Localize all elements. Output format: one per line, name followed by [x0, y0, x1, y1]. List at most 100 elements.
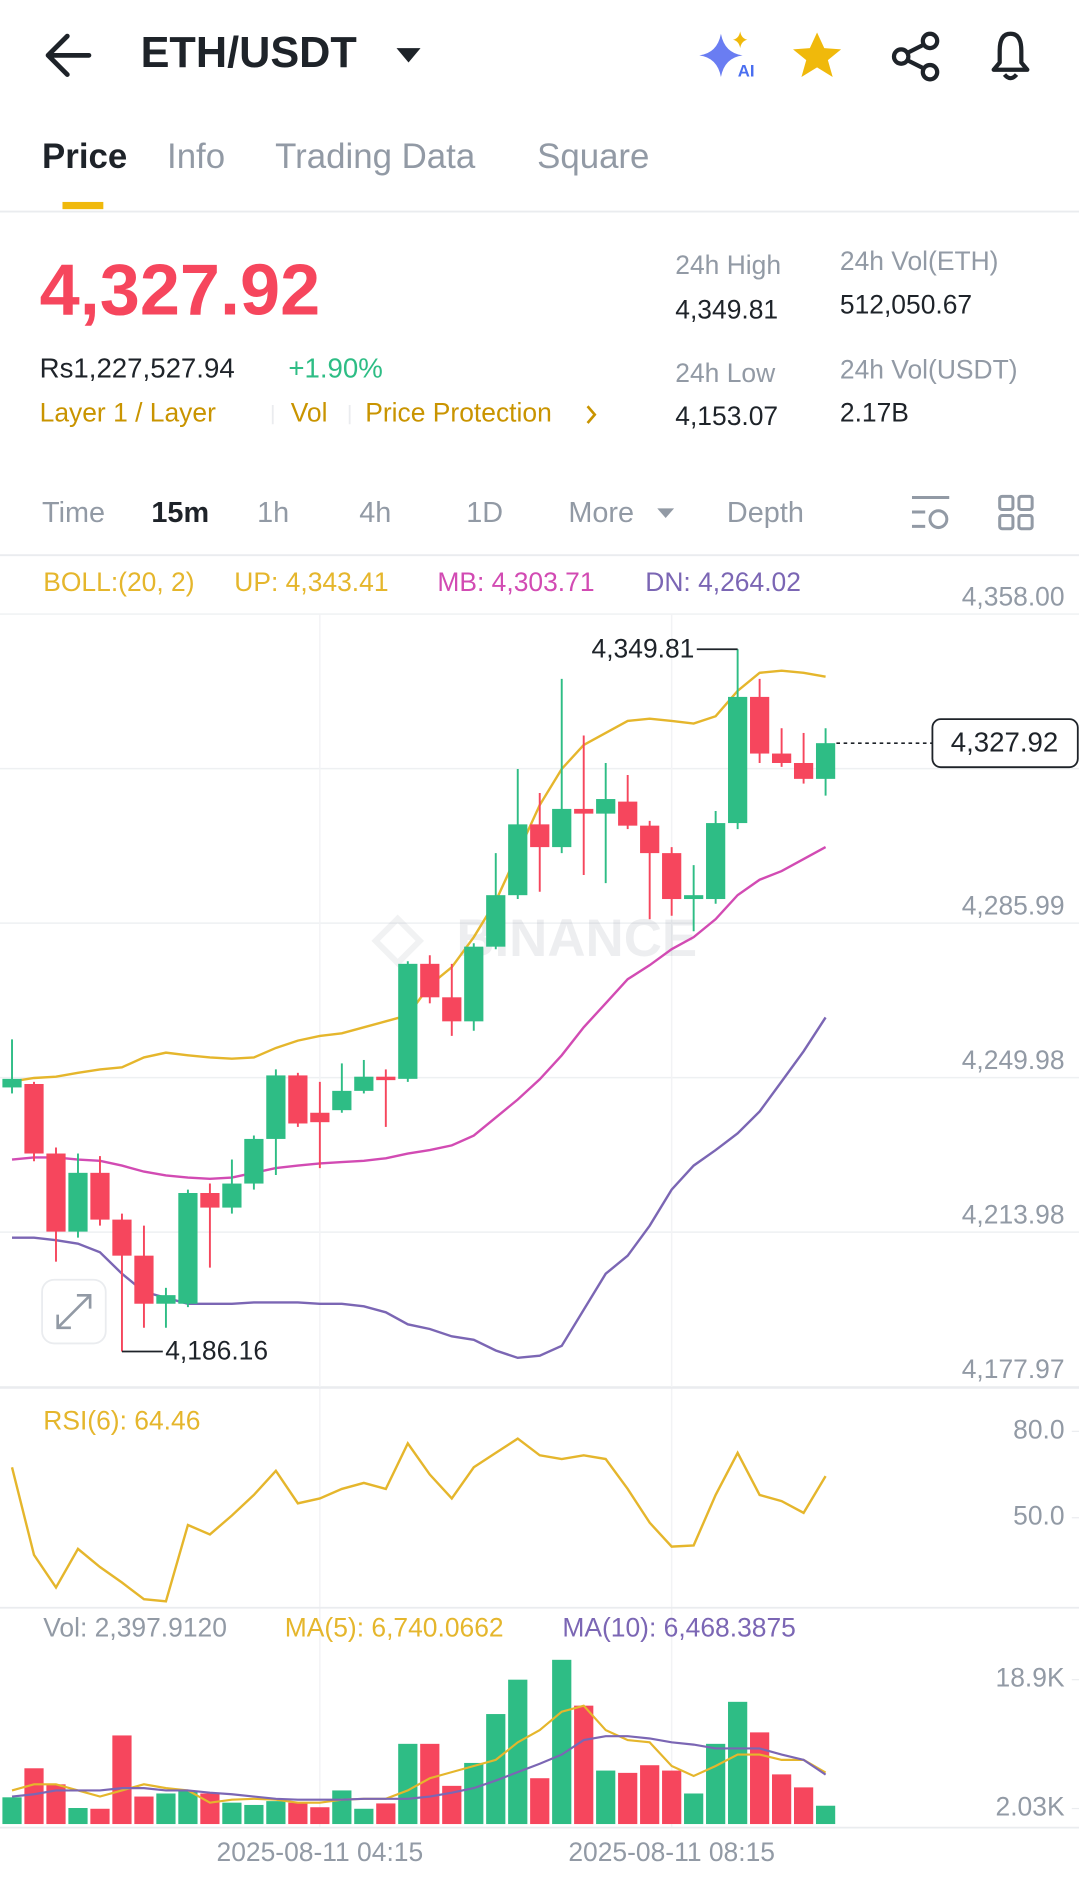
pair-dropdown[interactable]	[396, 48, 421, 63]
x-tick-label: 2025-08-11 04:15	[217, 1837, 424, 1867]
tag[interactable]: Price Protection	[365, 398, 552, 428]
volume-bar	[24, 1768, 44, 1825]
volume-bar	[222, 1802, 242, 1825]
ai-badge: AI	[738, 62, 755, 81]
layout-cell	[1017, 494, 1034, 512]
candle-body	[815, 743, 836, 779]
volume-bar	[728, 1701, 748, 1825]
interval[interactable]: 1D	[466, 497, 503, 529]
legend-entry: MB: 4,303.71	[437, 567, 594, 597]
candle-body	[508, 824, 528, 896]
volume-bar	[464, 1762, 484, 1825]
candle-body	[2, 1078, 22, 1088]
fiat-price: Rs1,227,527.94	[40, 352, 235, 383]
candle-body	[200, 1193, 220, 1208]
candle-body	[112, 1219, 132, 1256]
legend-entry: MA(10): 6,468.3875	[562, 1612, 796, 1642]
volume-bar	[376, 1803, 396, 1825]
interval[interactable]: 4h	[359, 497, 391, 529]
volume-bar	[354, 1808, 374, 1825]
y-tick-label: 4,285.99	[962, 890, 1065, 920]
interval[interactable]: Depth	[727, 497, 804, 529]
layout-cell	[998, 514, 1015, 531]
candle-body	[662, 853, 682, 900]
stat-label: 24h Vol(USDT)	[840, 354, 1018, 384]
interval[interactable]: Time	[42, 497, 105, 529]
settings-lines	[911, 496, 950, 528]
volume-bar	[486, 1714, 506, 1825]
indicator-label: BOLL:(20, 2)	[43, 567, 194, 597]
ai-sparkle	[699, 33, 743, 77]
volume-bar	[530, 1778, 550, 1825]
ai-sparkle-small	[732, 31, 748, 49]
candle-body	[793, 762, 814, 779]
candle-body	[750, 696, 770, 754]
active-tab-indicator	[62, 201, 104, 210]
candle-body	[266, 1075, 286, 1139]
ai-button[interactable]: AI	[699, 31, 755, 81]
volume-bar	[618, 1772, 638, 1825]
interval[interactable]: 1h	[257, 497, 289, 529]
interval[interactable]: More	[568, 497, 634, 529]
chart-settings-button[interactable]	[911, 496, 950, 530]
candle-body	[772, 753, 792, 763]
tab[interactable]: Square	[537, 137, 649, 176]
candle-body	[618, 801, 638, 826]
candle-body	[552, 808, 572, 848]
interval[interactable]: 15m	[151, 497, 209, 529]
last-price: 4,327.92	[40, 251, 321, 331]
share-button[interactable]	[891, 31, 940, 82]
volume-bar	[793, 1787, 814, 1825]
tab[interactable]: Trading Data	[275, 137, 476, 176]
tag[interactable]: Vol	[291, 398, 328, 428]
candle-body	[596, 799, 616, 814]
candle-body	[90, 1172, 110, 1220]
stat-value: 512,050.67	[840, 289, 972, 319]
settings-gear	[928, 509, 949, 530]
candle-body	[288, 1075, 308, 1124]
volume-bar	[68, 1808, 88, 1825]
volume-bar	[596, 1770, 616, 1825]
boll-line	[11, 846, 827, 1181]
rsi-line	[10, 1437, 827, 1603]
tag[interactable]: Layer 1 / Layer	[40, 398, 216, 428]
volume-bar	[134, 1796, 154, 1825]
layout-button[interactable]	[998, 494, 1034, 531]
volume-bar	[288, 1802, 308, 1825]
volume-bar	[420, 1743, 440, 1825]
candle-body	[706, 823, 726, 900]
volume-bar	[772, 1774, 792, 1825]
candle-body	[222, 1183, 242, 1208]
volume-bar	[574, 1705, 594, 1825]
y-tick-label: 2.03K	[996, 1792, 1065, 1822]
ma-line	[11, 1704, 827, 1804]
y-tick-label: 4,177.97	[962, 1354, 1065, 1384]
candle-body	[24, 1083, 44, 1154]
legend-entry: RSI(6): 64.46	[43, 1406, 200, 1436]
volume-bar	[310, 1807, 330, 1825]
candle-body	[332, 1090, 352, 1111]
volume-bar	[662, 1770, 682, 1825]
alert-bell[interactable]	[991, 31, 1030, 81]
tab[interactable]: Info	[167, 137, 225, 176]
pair-title[interactable]: ETH/USDT	[141, 29, 357, 77]
candle-body	[728, 696, 748, 824]
back-button[interactable]	[45, 33, 92, 77]
volume-bar	[750, 1732, 770, 1825]
last-price-label: 4,327.92	[951, 727, 1059, 758]
stat-value: 4,349.81	[675, 294, 778, 324]
candle-body	[134, 1255, 154, 1304]
y-tick-label: 4,249.98	[962, 1045, 1065, 1075]
legend-entry: DN: 4,264.02	[645, 567, 801, 597]
candle-body	[46, 1153, 66, 1232]
candle-body	[530, 824, 550, 848]
favorite-star[interactable]	[793, 32, 842, 77]
candle-body	[640, 825, 660, 854]
stat-value: 2.17B	[840, 398, 909, 428]
price-change: +1.90%	[288, 352, 382, 383]
tab[interactable]: Price	[42, 137, 127, 176]
volume-bar	[112, 1735, 132, 1825]
candle-body	[486, 895, 506, 947]
